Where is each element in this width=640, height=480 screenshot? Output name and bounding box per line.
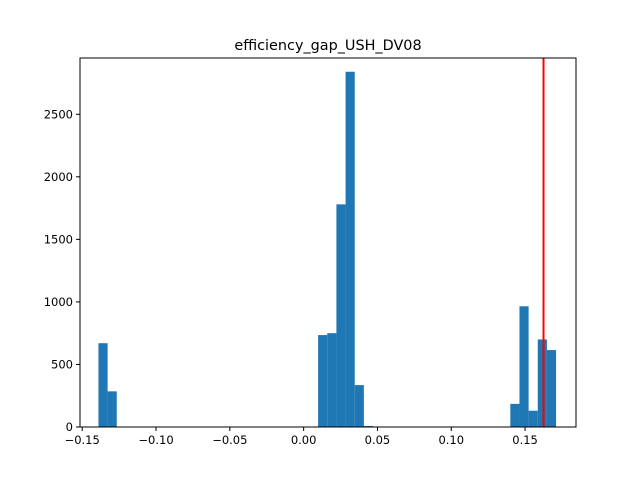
- histogram-bar-5: [336, 204, 346, 427]
- x-tick-label: −0.10: [138, 433, 173, 447]
- y-tick-label: 2000: [44, 170, 73, 184]
- histogram-bar-13: [546, 350, 557, 427]
- chart-title: efficiency_gap_USH_DV08: [234, 38, 421, 54]
- y-tick-label: 1000: [44, 295, 73, 309]
- histogram-bar-11: [528, 410, 538, 427]
- y-tick-label: 2500: [44, 107, 73, 121]
- histogram-bars: [98, 71, 557, 427]
- histogram-bar-1: [98, 343, 108, 427]
- histogram-bar-2: [107, 391, 117, 427]
- plot-frame: [79, 57, 577, 428]
- histogram-bar-6: [345, 71, 355, 427]
- histogram-bar-10: [519, 306, 529, 427]
- x-axis: −0.15 −0.10 −0.05 0.00 0.05 0.10 0.15: [65, 427, 538, 447]
- histogram-bar-8: [363, 425, 374, 427]
- histogram-bar-7: [354, 385, 364, 427]
- x-tick-label: 0.15: [512, 433, 538, 447]
- y-tick-label: 500: [51, 357, 73, 371]
- y-axis: 0 500 1000 1500 2000 2500: [44, 107, 80, 434]
- histogram-bar-9: [510, 403, 520, 427]
- y-tick-label: 1500: [44, 232, 73, 246]
- histogram-bar-3: [318, 335, 328, 427]
- x-tick-label: −0.05: [212, 433, 247, 447]
- x-tick-label: −0.15: [65, 433, 100, 447]
- x-tick-label: 0.05: [365, 433, 391, 447]
- histogram-bar-4: [327, 333, 337, 427]
- histogram-bar-12: [537, 339, 547, 427]
- y-tick-label: 0: [66, 420, 73, 434]
- x-tick-label: 0.00: [291, 433, 317, 447]
- x-tick-label: 0.10: [438, 433, 464, 447]
